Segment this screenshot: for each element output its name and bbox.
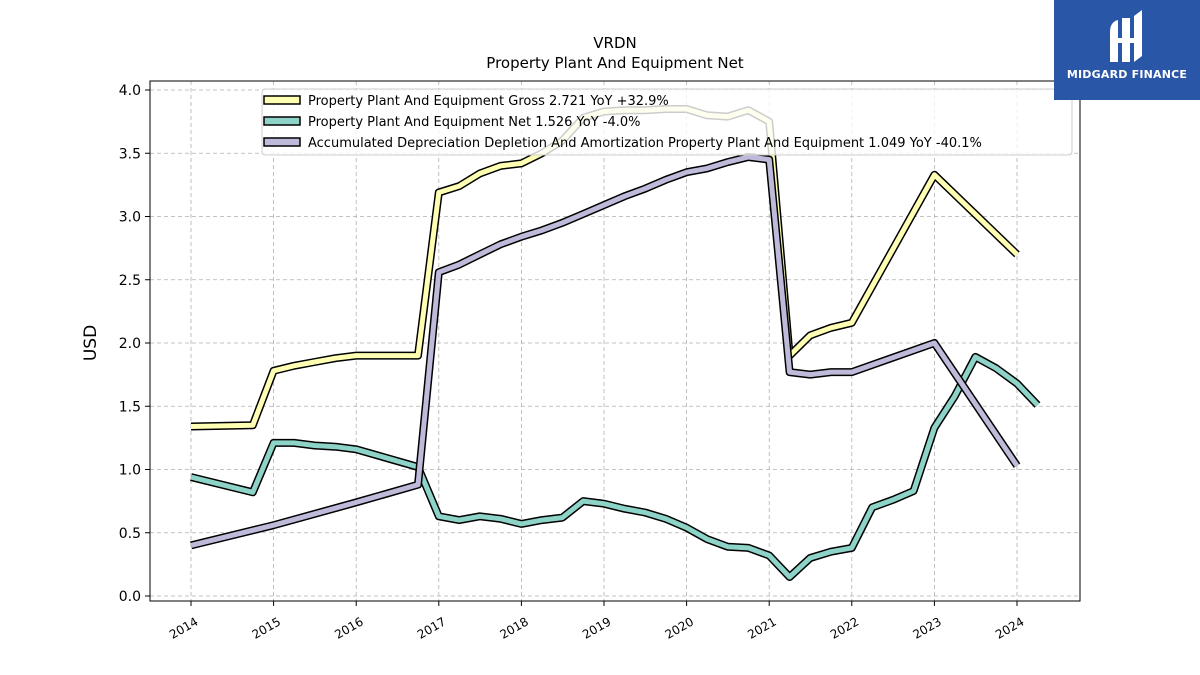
- legend: Property Plant And Equipment Gross 2.721…: [261, 88, 1073, 156]
- x-ticks: 2014 2015 2016 2017 2018 2019 2020 2021 2022 2023…: [167, 601, 1027, 642]
- x-tick-label: 2019: [580, 614, 613, 641]
- x-tick-label: 2022: [828, 614, 861, 641]
- x-tick-label: 2015: [250, 614, 283, 641]
- x-tick-label: 2017: [415, 614, 448, 641]
- x-tick-label: 2021: [745, 614, 778, 641]
- x-tick-label: 2023: [910, 614, 943, 641]
- logo-text: MIDGARD FINANCE: [1066, 68, 1188, 81]
- y-tick-label: 3.5: [119, 146, 141, 162]
- legend-swatch: [263, 95, 301, 105]
- x-tick-label: 2024: [993, 614, 1026, 641]
- y-tick-label: 4.0: [119, 83, 141, 99]
- y-tick-label: 3.0: [119, 210, 141, 226]
- legend-label: Property Plant And Equipment Gross 2.721…: [308, 94, 669, 109]
- series-line: [190, 354, 1040, 580]
- chart-title: VRDN: [593, 34, 636, 52]
- series-line: [190, 154, 1020, 548]
- y-axis-label: USD: [81, 325, 101, 361]
- legend-swatch: [263, 116, 301, 126]
- y-tick-label: 1.0: [119, 463, 141, 479]
- series-outline: [190, 352, 1041, 581]
- y-tick-label: 1.5: [119, 399, 141, 415]
- legend-label: Accumulated Depreciation Depletion And A…: [308, 136, 982, 151]
- y-tick-label: 2.5: [119, 273, 141, 289]
- y-ticks: 0.0 0.5 1.0 1.5 2.0 2.5 3.0 3.5 4.0: [119, 83, 150, 605]
- x-tick-label: 2020: [663, 614, 696, 641]
- logo-mark-icon: [1110, 10, 1142, 62]
- logo: MIDGARD FINANCE: [1054, 0, 1200, 100]
- x-tick-label: 2018: [497, 614, 530, 641]
- y-tick-label: 0.5: [119, 526, 141, 542]
- legend-box: [261, 88, 1073, 156]
- chart-subtitle: Property Plant And Equipment Net: [486, 54, 743, 72]
- legend-label: Property Plant And Equipment Net 1.526 Y…: [308, 115, 641, 130]
- x-tick-label: 2014: [167, 614, 200, 641]
- y-tick-label: 2.0: [119, 336, 141, 352]
- x-tick-label: 2016: [332, 614, 365, 641]
- y-tick-label: 0.0: [119, 589, 141, 605]
- plot-frame: [149, 80, 1081, 602]
- legend-swatch: [263, 137, 301, 147]
